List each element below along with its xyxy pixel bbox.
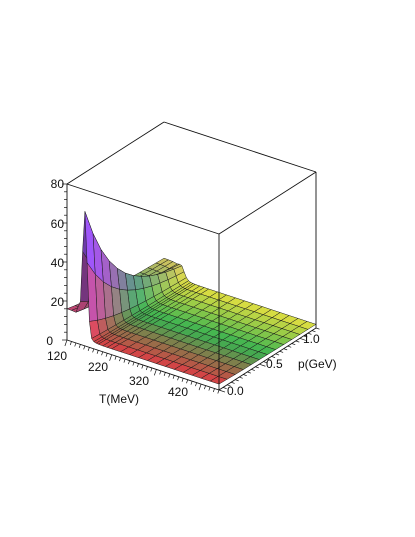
z-tick-label-60: 60 [51,217,65,231]
x-tick-label-320: 320 [129,374,149,388]
y-tick-19 [295,340,300,343]
y-tick-label-0.0: 0.0 [227,384,244,398]
x-tick-190 [96,350,99,354]
y-tick-12 [267,358,272,361]
x-tick-370 [177,376,180,381]
x-tick-350 [168,373,171,378]
y-tick-17 [287,345,292,348]
y-tick-21 [303,335,308,338]
y-tick-7 [247,371,251,374]
x-tick-260 [128,360,130,365]
x-tick-390 [186,379,189,384]
y-tick-16 [283,348,288,351]
y-tick-18 [291,343,296,346]
x-tick-220 [109,354,113,361]
z-tick-label-20: 20 [51,295,65,309]
x-tick-240 [119,357,121,362]
x-tick-460 [217,389,220,394]
y-tick-22 [307,332,312,335]
y-tick-9 [255,366,259,369]
x-tick-140 [74,342,77,347]
x-tick-450 [212,388,215,393]
x-tick-380 [181,378,184,382]
x-tick-160 [83,345,86,350]
y-tick-11 [263,361,268,364]
axis-ticks [62,183,320,394]
x-tick-label-120: 120 [47,349,67,363]
y-tick-24 [315,327,320,330]
box-edge-BC [218,171,317,235]
box-edge-CD [163,121,317,173]
x-tick-410 [195,382,197,387]
x-tick-210 [105,353,108,357]
x-tick-340 [163,372,166,376]
x-tick-330 [159,370,162,375]
y-tick-4 [235,379,239,382]
y-tick-6 [243,374,247,377]
y-tick-1 [222,387,227,389]
x-axis-title: T(MeV) [99,392,139,406]
y-tick-2 [226,384,231,387]
x-tick-290 [141,364,144,369]
y-tick-20 [299,338,306,341]
x-tick-130 [69,341,72,346]
x-tick-label-220: 220 [88,360,108,374]
x-tick-280 [136,363,139,368]
z-tick-label-0: 0 [46,334,53,348]
box-edge-DA [66,121,165,185]
x-tick-label-420: 420 [168,385,188,399]
x-tick-170 [87,347,90,351]
x-tick-250 [123,359,126,363]
y-tick-15 [279,350,284,353]
x-tick-180 [92,348,95,353]
y-tick-10 [259,363,266,367]
x-tick-270 [132,361,135,366]
bounding-box [66,121,317,391]
y-tick-label-0.5: 0.5 [266,357,283,371]
x-tick-300 [145,366,148,371]
x-tick-360 [172,375,175,379]
x-tick-430 [204,385,206,390]
x-tick-320 [153,369,157,376]
y-tick-5 [239,376,243,379]
y-tick-14 [275,353,280,356]
box-edge-AB [66,183,220,235]
x-tick-420 [198,384,202,391]
z-tick-label-40: 40 [51,256,65,270]
y-tick-23 [311,330,316,333]
y-axis-title: p(GeV) [298,357,337,371]
x-tick-310 [150,367,153,372]
y-tick-label-1.0: 1.0 [303,332,320,346]
y-tick-8 [251,369,255,371]
x-tick-150 [78,344,81,349]
x-tick-230 [114,356,117,360]
x-tick-400 [190,381,193,385]
y-tick-3 [231,381,235,384]
z-tick-label-80: 80 [51,177,65,191]
y-tick-0 [218,389,226,393]
x-tick-440 [208,386,211,391]
x-tick-200 [101,351,104,356]
y-tick-13 [271,356,276,358]
surface-mesh [66,211,317,385]
x-tick-120 [64,339,68,347]
